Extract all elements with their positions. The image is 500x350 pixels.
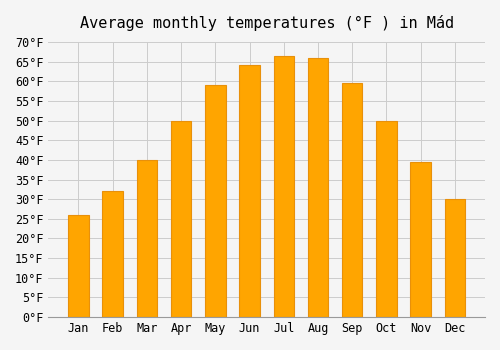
Bar [342, 83, 362, 317]
Bar [205, 85, 226, 317]
Bar [308, 58, 328, 317]
Title: Average monthly temperatures (°F ) in Mád: Average monthly temperatures (°F ) in Má… [80, 15, 454, 31]
Bar [171, 120, 192, 317]
Bar [274, 56, 294, 317]
Bar [240, 65, 260, 317]
Bar [102, 191, 123, 317]
Bar [68, 215, 88, 317]
Bar [444, 199, 465, 317]
Bar [376, 120, 396, 317]
Bar [410, 162, 431, 317]
Bar [136, 160, 157, 317]
